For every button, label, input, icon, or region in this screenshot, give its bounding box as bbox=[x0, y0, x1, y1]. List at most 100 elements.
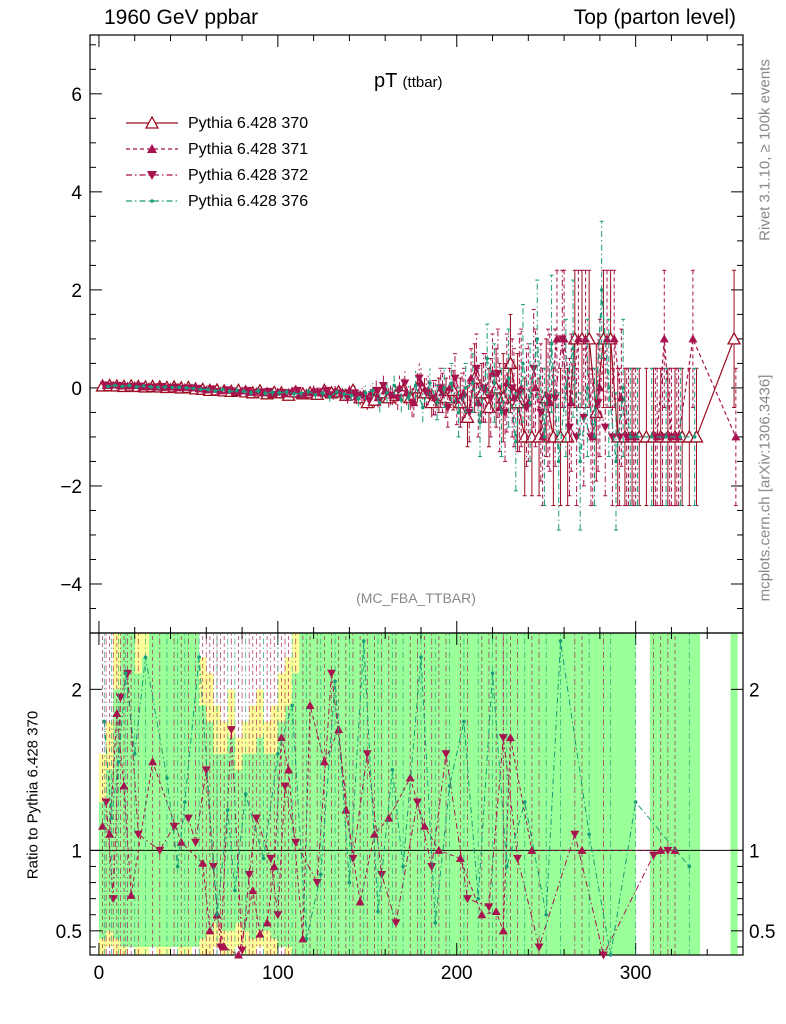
data-point bbox=[177, 385, 182, 390]
data-point bbox=[462, 719, 466, 724]
band-bar bbox=[585, 633, 593, 955]
data-point bbox=[243, 792, 248, 796]
data-point bbox=[447, 784, 452, 788]
y-tick-label-right: 0.5 bbox=[749, 922, 775, 943]
band-bar bbox=[392, 633, 400, 955]
band-bar bbox=[449, 633, 457, 955]
y-tick-label-right: 2 bbox=[749, 680, 760, 701]
data-point bbox=[277, 391, 282, 395]
data-point bbox=[549, 342, 554, 346]
data-point bbox=[199, 387, 203, 392]
y-tick-label-right: 1 bbox=[749, 841, 760, 862]
data-point bbox=[672, 433, 682, 442]
data-point bbox=[513, 440, 518, 444]
data-point bbox=[608, 953, 613, 957]
data-point bbox=[207, 385, 217, 394]
data-point bbox=[206, 387, 210, 392]
band-bar bbox=[327, 633, 336, 955]
data-point bbox=[678, 435, 683, 439]
data-point bbox=[127, 383, 132, 388]
data-point bbox=[392, 383, 396, 388]
data-point bbox=[419, 655, 423, 659]
data-point bbox=[399, 398, 404, 402]
data-point bbox=[514, 389, 524, 398]
data-point bbox=[269, 861, 279, 870]
band-bar bbox=[621, 633, 629, 955]
data-point bbox=[657, 433, 667, 442]
data-point bbox=[414, 374, 424, 383]
data-point bbox=[393, 394, 403, 403]
data-point bbox=[183, 800, 187, 804]
data-point bbox=[261, 856, 266, 861]
data-point bbox=[564, 423, 574, 432]
data-point bbox=[484, 903, 494, 912]
data-point bbox=[347, 880, 352, 885]
plot-title-main: pT bbox=[374, 70, 397, 92]
data-point bbox=[405, 773, 415, 782]
band-bar bbox=[730, 633, 738, 955]
data-point bbox=[493, 369, 503, 378]
data-point bbox=[663, 846, 673, 855]
series-3 bbox=[99, 269, 682, 507]
data-point bbox=[183, 814, 193, 823]
data-point bbox=[485, 356, 489, 361]
data-point bbox=[400, 379, 410, 388]
data-point bbox=[227, 389, 232, 394]
data-point bbox=[248, 886, 258, 895]
data-point bbox=[234, 388, 239, 393]
data-point bbox=[385, 391, 389, 395]
legend-sample bbox=[126, 199, 178, 203]
data-point bbox=[264, 387, 274, 396]
data-point bbox=[318, 872, 323, 877]
data-point bbox=[413, 383, 418, 388]
y-tick-label: −2 bbox=[60, 477, 82, 498]
y-tick-label: 0 bbox=[71, 379, 82, 400]
data-point bbox=[201, 766, 211, 775]
data-point bbox=[607, 386, 611, 390]
data-point bbox=[363, 391, 368, 395]
data-point bbox=[313, 392, 318, 397]
data-point bbox=[132, 751, 137, 756]
data-point bbox=[147, 144, 157, 153]
legend-label: Pythia 6.428 370 bbox=[188, 115, 309, 132]
data-point bbox=[335, 390, 339, 394]
data-point bbox=[291, 838, 301, 847]
y-tick-label: 6 bbox=[71, 85, 82, 106]
data-point bbox=[509, 393, 519, 402]
data-point bbox=[543, 394, 553, 403]
band-bar bbox=[399, 633, 407, 955]
data-point bbox=[280, 782, 290, 791]
data-point bbox=[490, 671, 495, 676]
data-point bbox=[290, 703, 294, 708]
data-point bbox=[412, 798, 422, 807]
band-bar bbox=[542, 633, 550, 955]
data-point bbox=[306, 389, 311, 394]
y-tick-label: −4 bbox=[60, 575, 82, 596]
data-point bbox=[428, 394, 438, 403]
data-point bbox=[566, 398, 576, 407]
data-point bbox=[361, 639, 366, 643]
data-point bbox=[499, 410, 504, 415]
data-point bbox=[233, 950, 243, 959]
data-point bbox=[114, 381, 124, 390]
data-point bbox=[226, 726, 236, 735]
band-bar bbox=[363, 633, 371, 955]
data-point bbox=[598, 951, 608, 960]
data-point bbox=[176, 837, 186, 846]
data-point bbox=[571, 346, 575, 351]
band-bar bbox=[213, 753, 221, 923]
data-point bbox=[491, 907, 501, 916]
data-point bbox=[463, 386, 468, 390]
band-bar bbox=[349, 633, 357, 955]
data-point bbox=[401, 864, 405, 869]
x-tick-label: 300 bbox=[620, 963, 652, 984]
data-point bbox=[486, 394, 496, 403]
data-point bbox=[416, 378, 426, 387]
data-point bbox=[355, 897, 365, 906]
data-point bbox=[614, 459, 618, 464]
data-point bbox=[471, 381, 475, 385]
data-point bbox=[505, 864, 509, 869]
data-point bbox=[205, 926, 215, 935]
data-point bbox=[688, 334, 698, 343]
data-point bbox=[327, 394, 332, 399]
